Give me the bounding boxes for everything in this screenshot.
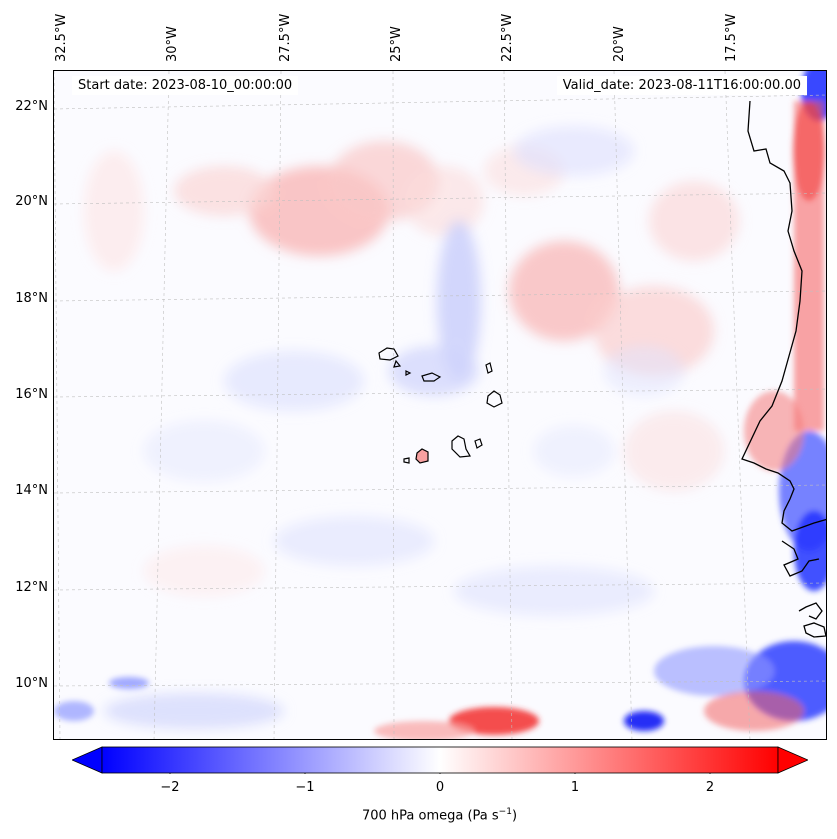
lat-label-18n: 18°N [15, 291, 48, 306]
lat-label-16n: 16°N [15, 387, 48, 402]
colorbar-tick-2: 2 [705, 780, 715, 795]
colorbar-tick-neg1: −1 [295, 780, 315, 795]
lat-label-10n: 10°N [15, 676, 48, 691]
omega-positive-patches [84, 141, 739, 596]
omega-strong-patches [54, 71, 826, 739]
colorbar-label: 700 hPa omega (Pa s−1) [0, 807, 837, 823]
colorbar-label-text: 700 hPa omega (Pa s [361, 808, 499, 824]
start-date-label: Start date: 2023-08-10_00:00:00 [72, 76, 299, 95]
lat-label-22n: 22°N [15, 99, 48, 114]
lon-label-27-5w: 27.5°W [278, 13, 293, 62]
colorbar-label-end: ) [511, 808, 518, 824]
colorbar [72, 746, 808, 774]
colorbar-tick-0: 0 [435, 780, 445, 795]
islands [378, 347, 503, 464]
colorbar-label-sup: −1 [498, 807, 512, 817]
lat-label-12n: 12°N [15, 580, 48, 595]
colorbar-extend-min [72, 746, 103, 774]
lon-label-25w: 25°W [389, 26, 404, 62]
lat-label-14n: 14°N [15, 483, 48, 498]
colorbar-gradient [101, 746, 779, 774]
lon-label-17-5w: 17.5°W [724, 13, 739, 62]
lon-label-30w: 30°W [165, 26, 180, 62]
graticule [54, 71, 826, 739]
lon-label-32-5w: 32.5°W [54, 13, 69, 62]
lon-label-20w: 20°W [612, 26, 627, 62]
colorbar-tick-1: 1 [570, 780, 580, 795]
lat-label-20n: 20°N [15, 194, 48, 209]
colorbar-tick-neg2: −2 [160, 780, 180, 795]
coastline [741, 100, 826, 638]
omega-field-map [54, 71, 826, 739]
lon-label-22-5w: 22.5°W [500, 13, 515, 62]
valid-date-label: Valid_date: 2023-08-11T16:00:00.00 [556, 76, 807, 95]
omega-negative-patches [104, 126, 684, 729]
colorbar-extend-max [777, 746, 808, 774]
map-panel [53, 70, 827, 740]
